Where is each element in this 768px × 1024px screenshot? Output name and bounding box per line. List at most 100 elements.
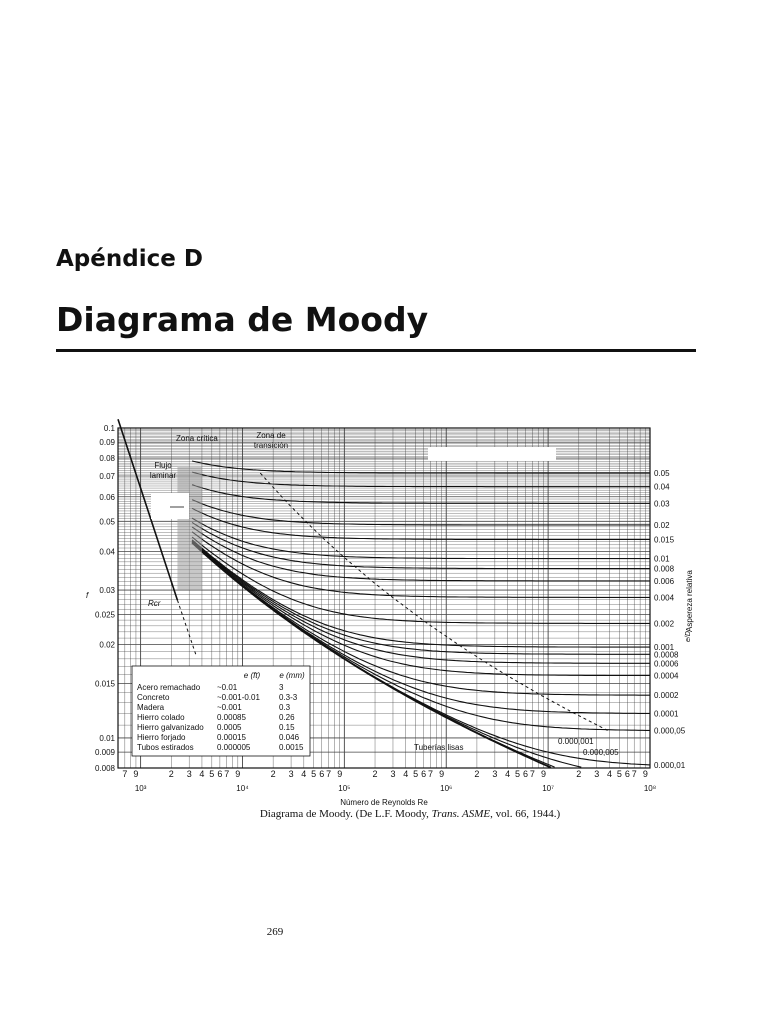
roughness-label: 0.0002 [654,691,679,700]
roughness-axis-label: Aspereza relativa [685,570,694,632]
x-tick-label: 9 [541,769,546,779]
roughness-label: 0.008 [654,565,675,574]
x-tick-label: 9 [235,769,240,779]
x-tick-label: 7 [530,769,535,779]
roughness-axis-fraction: e/D [685,631,692,642]
x-tick-label: 5 [413,769,418,779]
critical-zone-shading [177,466,202,591]
x-tick-label: 4 [505,769,510,779]
annotation-flujo-laminar: Flujo [154,461,172,470]
friction-curve [191,521,650,570]
x-tick-label: 7 [122,769,127,779]
x-tick-label: 6 [523,769,528,779]
friction-curve [191,540,650,664]
materials-table-box [131,665,311,757]
friction-curve [191,541,650,677]
annotation-zona-transicion: Zona de [256,431,286,440]
materials-table-cell: Tubos estirados [137,743,194,752]
roughness-label: 0.006 [654,577,675,586]
materials-table-header: e (ft) [244,671,261,680]
materials-table-cell: Hierro colado [137,713,185,722]
roughness-label: 0.0006 [654,659,679,668]
friction-curve [191,526,650,582]
materials-table-cell: 0.15 [279,723,295,732]
materials-table-cell: 0.00085 [217,713,246,722]
x-tick-label: 3 [289,769,294,779]
annotation-smooth-1: 0.000,001 [558,737,594,746]
x-tick-label: 5 [209,769,214,779]
y-tick-label: 0.01 [99,734,115,743]
x-decade-label: 10³ [135,784,147,793]
annotation-flujo-laminar: laminar [150,471,177,480]
friction-curve [191,460,650,474]
roughness-label: 0.002 [654,619,675,628]
x-decade-label: 10⁴ [236,784,249,793]
x-tick-label: 5 [311,769,316,779]
turbulent-label-box [428,447,556,461]
title-rule [56,349,696,352]
annotation-smooth-2: 0.000,005 [583,748,619,757]
x-tick-label: 3 [492,769,497,779]
x-tick-label: 5 [617,769,622,779]
friction-curve [191,541,552,769]
annotation-zona-critica: Zona crítica [176,434,218,443]
x-tick-label: 7 [428,769,433,779]
x-tick-label: 2 [169,769,174,779]
x-tick-label: 5 [515,769,520,779]
roughness-label: 0.000,01 [654,761,686,770]
materials-table-cell: Acero remachado [137,683,201,692]
x-tick-label: 3 [594,769,599,779]
materials-table-cell: 0.26 [279,713,295,722]
x-tick-label: 2 [271,769,276,779]
x-tick-label: 6 [217,769,222,779]
laminar-extension-dashed [176,600,197,656]
x-tick-label: 3 [390,769,395,779]
x-tick-label: 6 [319,769,324,779]
x-tick-label: 6 [625,769,630,779]
x-tick-label: 4 [301,769,306,779]
x-tick-label: 9 [133,769,138,779]
roughness-label: 0.04 [654,483,670,492]
roughness-label: 0.004 [654,593,675,602]
y-tick-label: 0.09 [99,438,115,447]
x-tick-label: 4 [607,769,612,779]
friction-curve [191,536,650,624]
x-tick-label: 9 [643,769,648,779]
materials-table-cell: Hierro galvanizado [137,723,204,732]
x-tick-label: 4 [199,769,204,779]
y-tick-label: 0.08 [99,454,115,463]
materials-table-cell: ~0.001 [217,703,242,712]
materials-table-cell: 0.000005 [217,743,251,752]
x-tick-label: 2 [373,769,378,779]
x-tick-label: 3 [187,769,192,779]
friction-curve [191,541,650,696]
friction-curves [191,460,651,769]
materials-table-cell: 0.0015 [279,743,304,752]
chapter-title: Diagrama de Moody [56,300,429,339]
roughness-label: 0.0008 [654,650,679,659]
roughness-label: 0.01 [654,555,670,564]
x-tick-label: 2 [576,769,581,779]
x-decade-label: 10⁵ [338,784,350,793]
appendix-heading: Apéndice D [56,246,203,272]
materials-table-cell: 0.046 [279,733,300,742]
roughness-label: 0.015 [654,535,675,544]
friction-curve [191,539,650,655]
materials-table-cell: Concreto [137,693,170,702]
friction-curve [191,499,650,526]
materials-table-cell: 0.3 [279,703,291,712]
x-tick-label: 7 [632,769,637,779]
friction-curve [191,507,650,541]
y-tick-label: 0.008 [95,764,116,773]
complete-turbulence-boundary [259,472,609,732]
y-axis-label: f [86,591,89,600]
y-tick-label: 0.025 [95,611,116,620]
x-tick-label: 6 [421,769,426,779]
x-tick-label: 7 [224,769,229,779]
y-tick-label: 0.06 [99,493,115,502]
friction-curve [191,471,650,488]
friction-curve [191,517,650,560]
y-tick-label: 0.1 [104,424,116,433]
x-axis-label: Número de Reynolds Re [340,798,428,807]
materials-table-cell: 0.3-3 [279,693,298,702]
